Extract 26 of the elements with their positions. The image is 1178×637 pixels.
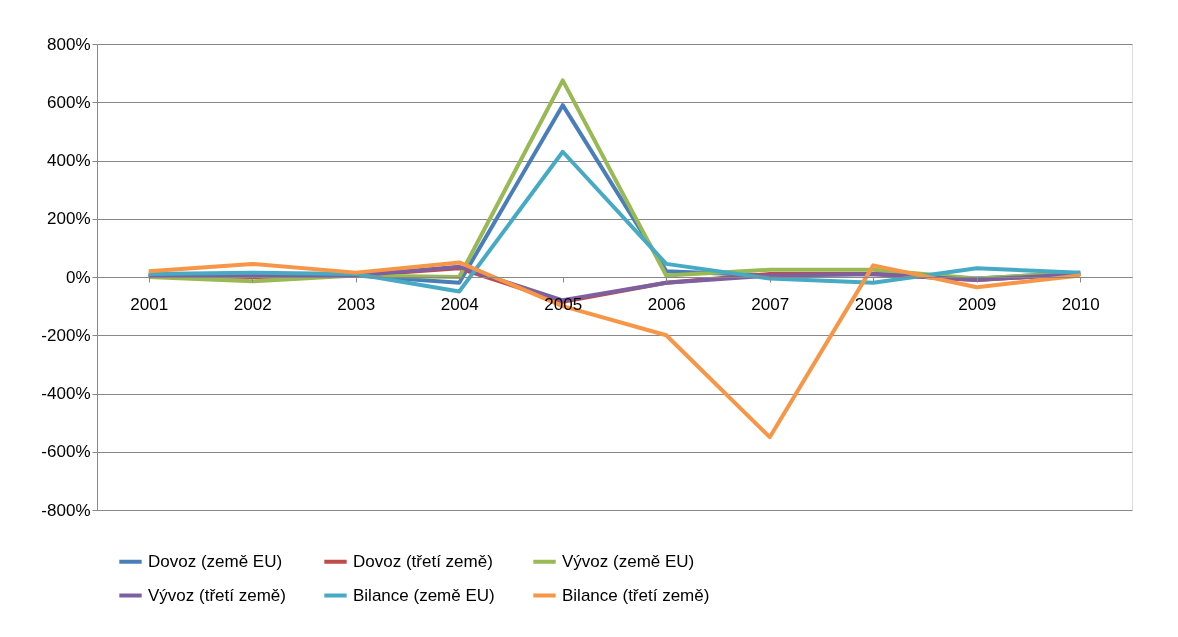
x-tick-label: 2007 — [751, 294, 790, 314]
legend-label: Dovoz (země EU) — [148, 551, 283, 571]
legend-label: Bilance (země EU) — [353, 585, 495, 605]
legend-label: Dovoz (třetí země) — [353, 551, 493, 571]
x-tick-label: 2001 — [130, 294, 169, 314]
x-tick-label: 2008 — [854, 294, 893, 314]
x-tick-label: 2010 — [1061, 294, 1100, 314]
y-tick-label: 800% — [47, 34, 91, 54]
y-tick-label: -200% — [41, 325, 91, 345]
x-tick-label: 2005 — [544, 294, 583, 314]
y-tick-label: 200% — [47, 209, 91, 229]
y-tick-label: -600% — [41, 442, 91, 462]
legend-label: Vývoz (třetí země) — [148, 585, 286, 605]
legend-label: Bilance (třetí země) — [562, 585, 710, 605]
y-tick-label: 400% — [47, 151, 91, 170]
legend-label: Vývoz (země EU) — [562, 551, 695, 571]
y-tick-label: -800% — [41, 500, 91, 520]
x-tick-label: 2004 — [440, 294, 479, 314]
x-tick-label: 2006 — [647, 294, 686, 314]
y-tick-label: -400% — [41, 384, 91, 403]
y-tick-label: 0% — [65, 267, 91, 287]
y-tick-label: 600% — [47, 92, 91, 112]
line-series — [146, 149, 1083, 294]
x-tick-label: 2009 — [958, 294, 997, 314]
x-tick-label: 2002 — [233, 294, 272, 314]
x-tick-label: 2003 — [337, 294, 376, 314]
